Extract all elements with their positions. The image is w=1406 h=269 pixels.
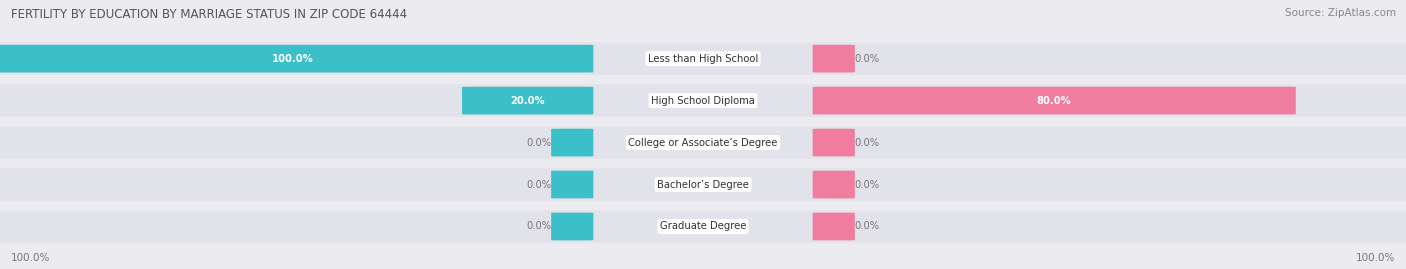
Text: 0.0%: 0.0% [855, 54, 880, 64]
Text: 100.0%: 100.0% [1355, 253, 1395, 263]
FancyBboxPatch shape [0, 43, 1406, 75]
Text: 100.0%: 100.0% [273, 54, 314, 64]
Text: 0.0%: 0.0% [526, 179, 551, 190]
FancyBboxPatch shape [0, 168, 1406, 201]
Text: 0.0%: 0.0% [855, 221, 880, 232]
FancyBboxPatch shape [0, 84, 1406, 117]
Text: FERTILITY BY EDUCATION BY MARRIAGE STATUS IN ZIP CODE 64444: FERTILITY BY EDUCATION BY MARRIAGE STATU… [11, 8, 408, 21]
FancyBboxPatch shape [813, 45, 855, 72]
Text: 0.0%: 0.0% [855, 137, 880, 148]
Text: 80.0%: 80.0% [1036, 95, 1071, 106]
FancyBboxPatch shape [813, 87, 1296, 114]
FancyBboxPatch shape [813, 171, 855, 198]
FancyBboxPatch shape [551, 213, 593, 240]
Text: High School Diploma: High School Diploma [651, 95, 755, 106]
Text: College or Associate’s Degree: College or Associate’s Degree [628, 137, 778, 148]
Text: 20.0%: 20.0% [510, 95, 546, 106]
FancyBboxPatch shape [551, 129, 593, 156]
FancyBboxPatch shape [813, 213, 855, 240]
Text: Less than High School: Less than High School [648, 54, 758, 64]
Text: 100.0%: 100.0% [11, 253, 51, 263]
FancyBboxPatch shape [0, 45, 593, 72]
FancyBboxPatch shape [813, 129, 855, 156]
Text: 0.0%: 0.0% [526, 221, 551, 232]
FancyBboxPatch shape [0, 126, 1406, 159]
FancyBboxPatch shape [463, 87, 593, 114]
Text: Graduate Degree: Graduate Degree [659, 221, 747, 232]
Text: 0.0%: 0.0% [526, 137, 551, 148]
FancyBboxPatch shape [551, 171, 593, 198]
FancyBboxPatch shape [0, 210, 1406, 243]
Text: Bachelor’s Degree: Bachelor’s Degree [657, 179, 749, 190]
Text: 0.0%: 0.0% [855, 179, 880, 190]
Text: Source: ZipAtlas.com: Source: ZipAtlas.com [1285, 8, 1396, 18]
